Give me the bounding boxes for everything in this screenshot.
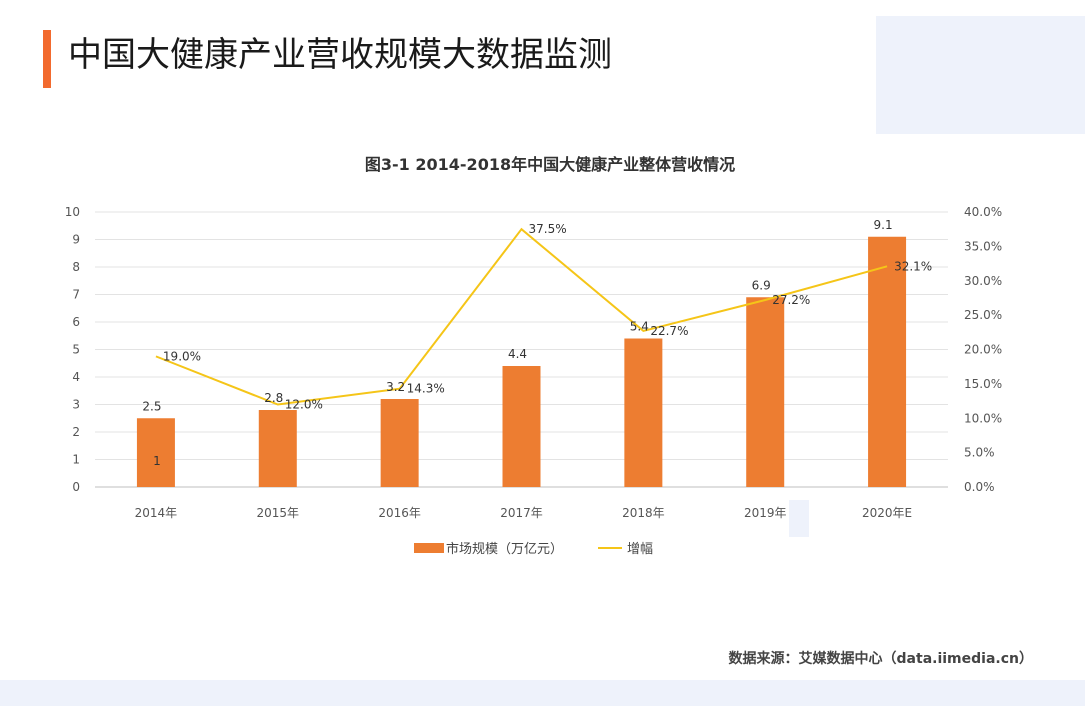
- line-value-label: 14.3%: [407, 382, 445, 396]
- line-value-label: 19.0%: [163, 349, 201, 363]
- chart-title: 图3-1 2014-2018年中国大健康产业整体营收情况: [365, 155, 735, 174]
- legend-label-bar: 市场规模（万亿元）: [446, 541, 563, 557]
- y-right-tick-label: 0.0%: [964, 480, 995, 494]
- page-title: 中国大健康产业营收规模大数据监测: [68, 35, 612, 75]
- corner-decoration: [876, 16, 1085, 134]
- bar: [380, 399, 419, 487]
- bar-value-label: 2.5: [142, 399, 161, 413]
- legend-label-line: 增幅: [627, 542, 653, 557]
- y-right-tick-label: 25.0%: [964, 308, 1002, 322]
- growth-line: [155, 227, 888, 406]
- line-value-label: 12.0%: [285, 398, 323, 412]
- decoration-block: [789, 500, 809, 537]
- bar-value-label: 2.8: [264, 391, 283, 405]
- data-labels: 2.5 2.8 3.2 4.4 5.4 6.9 9.1 19.0% 12.0% 14.3% 37.5…: [142, 218, 932, 468]
- footer-band: [0, 680, 1085, 706]
- y-right-tick-label: 40.0%: [964, 205, 1002, 219]
- bar-series: [136, 236, 907, 487]
- line-value-label: 22.7%: [650, 324, 688, 338]
- bar-value-label: 3.2: [386, 380, 405, 394]
- legend-swatch-bar: [414, 543, 444, 553]
- y-right-tick-label: 35.0%: [964, 239, 1002, 253]
- bar-value-label: 5.4: [630, 320, 649, 334]
- y-left-tick-label: 7: [72, 288, 80, 302]
- bar: [502, 366, 541, 487]
- x-tick-label: 2020年E: [862, 506, 912, 520]
- revenue-chart: 图3-1 2014-2018年中国大健康产业整体营收情况 2.5 2.8 3.2 4.…: [65, 155, 1002, 557]
- source-note: 数据来源：艾媒数据中心（data.iimedia.cn）: [728, 651, 1033, 667]
- y-left-tick-label: 2: [72, 425, 80, 439]
- bar-value-label: 6.9: [752, 278, 771, 292]
- bar: [624, 338, 663, 487]
- y-left-tick-label: 1: [72, 453, 80, 467]
- x-tick-label: 2016年: [378, 506, 421, 520]
- y-left-tick-label: 8: [72, 260, 80, 274]
- y-left-tick-label: 3: [72, 398, 80, 412]
- y-left-tick-label: 6: [72, 315, 80, 329]
- x-tick-label: 2014年: [135, 506, 178, 520]
- y-left-tick-label: 0: [72, 480, 80, 494]
- bar: [258, 410, 297, 487]
- y-right-tick-label: 5.0%: [964, 446, 995, 460]
- y-left-tick-label: 5: [72, 343, 80, 357]
- x-tick-label: 2018年: [622, 506, 665, 520]
- bar: [746, 297, 785, 487]
- title-accent-bar: [43, 30, 51, 88]
- bar-value-label: 9.1: [874, 218, 893, 232]
- line-value-label: 27.2%: [772, 293, 810, 307]
- x-tick-label: 2019年: [744, 506, 787, 520]
- x-tick-label: 2015年: [257, 506, 300, 520]
- axis-labels: 0 1 2 3 4 5 6 7 8 9 10 0.0% 5.0% 10.0% 15.0% 20.0% 25.0%…: [65, 205, 1002, 520]
- line-value-label: 32.1%: [894, 259, 932, 273]
- legend: 市场规模（万亿元） 增幅: [414, 541, 653, 557]
- bar: [868, 236, 907, 487]
- y-right-tick-label: 15.0%: [964, 377, 1002, 391]
- y-right-tick-label: 30.0%: [964, 274, 1002, 288]
- y-left-tick-label: 9: [72, 233, 80, 247]
- y-right-tick-label: 20.0%: [964, 343, 1002, 357]
- bar-value-label: 4.4: [508, 347, 527, 361]
- y-left-tick-label: 4: [72, 370, 80, 384]
- line-series: [155, 227, 888, 406]
- y-right-tick-label: 10.0%: [964, 411, 1002, 425]
- line-value-label: 37.5%: [529, 222, 567, 236]
- y-left-tick-label: 10: [65, 205, 80, 219]
- stray-value-label: 1: [153, 454, 161, 468]
- bar: [136, 418, 175, 487]
- x-tick-label: 2017年: [500, 506, 543, 520]
